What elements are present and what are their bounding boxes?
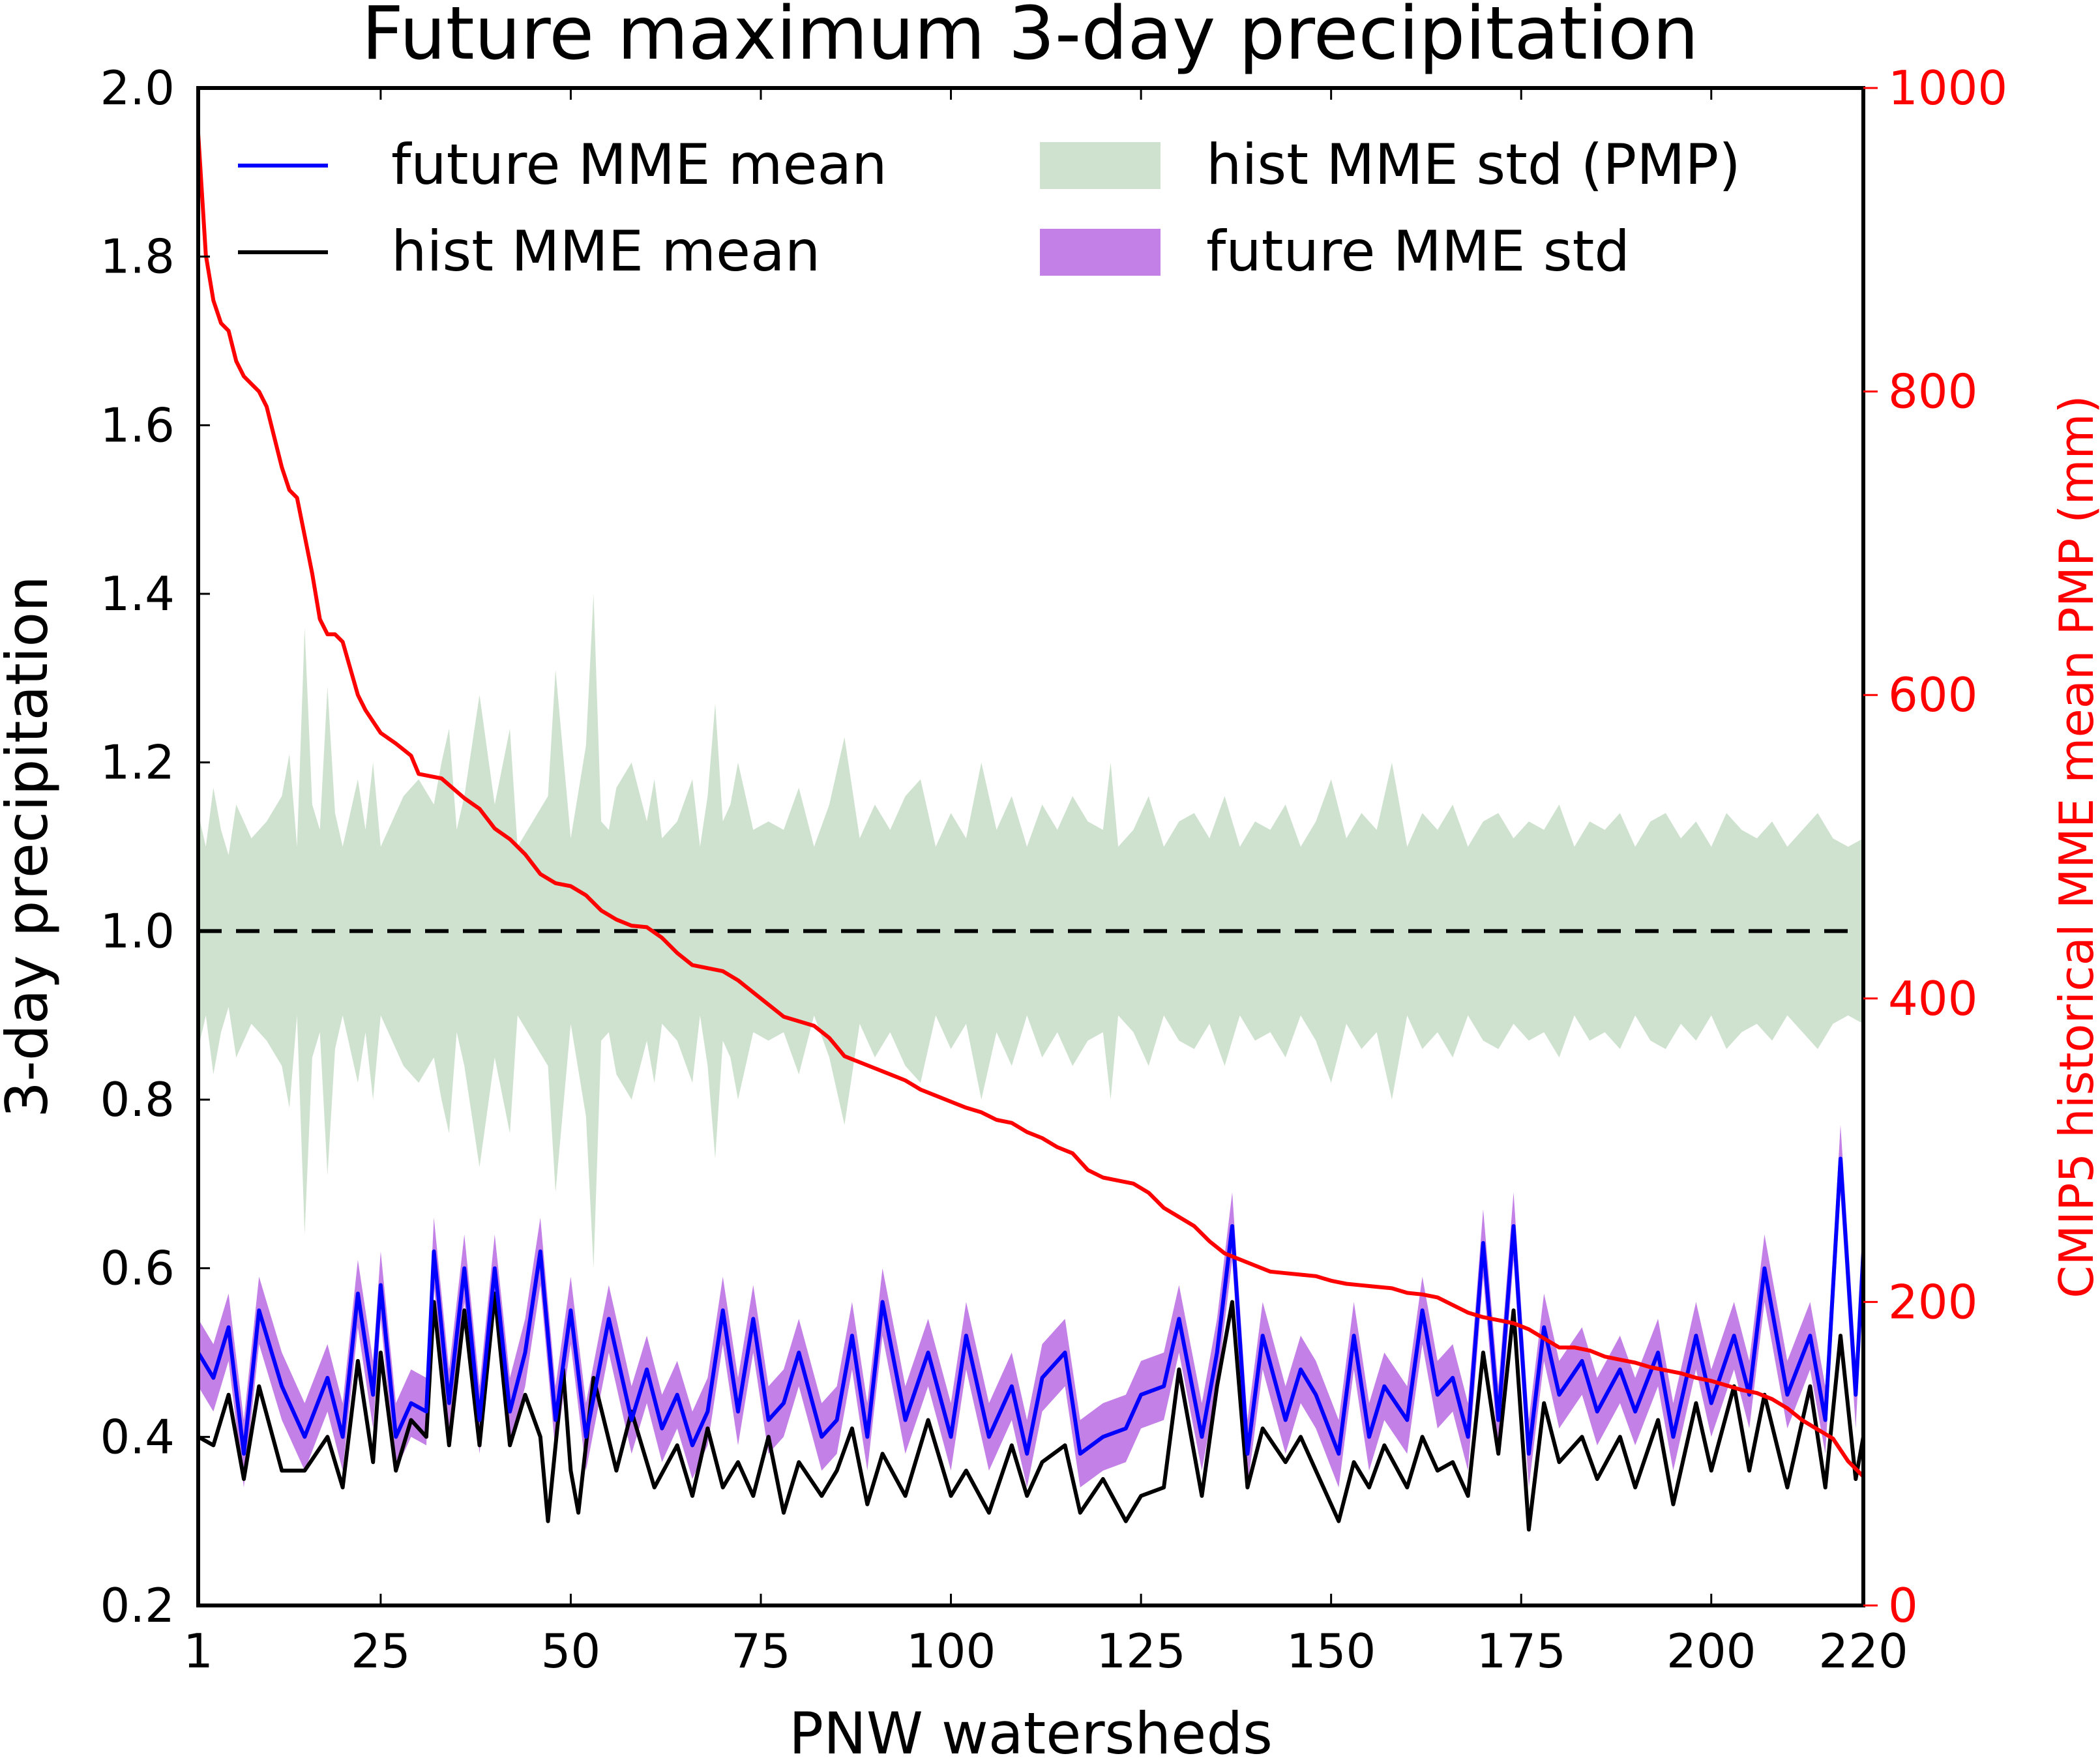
y-right-tick-label: 800	[1888, 364, 1977, 419]
y-tick-label: 2.0	[100, 61, 175, 115]
y-right-tick-label: 1000	[1888, 61, 2007, 115]
y-right-tick-label: 0	[1888, 1578, 1918, 1633]
pmp-line	[196, 133, 1865, 1478]
legend-label: hist MME std (PMP)	[1206, 132, 1741, 198]
y-tick-label: 0.6	[100, 1241, 175, 1296]
y-tick-label: 1.2	[100, 735, 175, 790]
x-tick-label: 125	[1096, 1624, 1185, 1678]
y-right-tick-label: 400	[1888, 971, 1977, 1026]
legend-label: future MME std	[1206, 219, 1630, 284]
y-tick-label: 1.6	[100, 398, 175, 452]
legend-label: hist MME mean	[391, 219, 820, 284]
future-std-band	[198, 1124, 1863, 1487]
y-axis-right-label: CMIP5 historical MME mean PMP (mm)	[2049, 395, 2100, 1298]
x-tick-label: 75	[731, 1624, 791, 1678]
x-tick-label: 220	[1818, 1624, 1908, 1678]
y-tick-label: 0.2	[100, 1578, 175, 1633]
future-mean-line	[196, 1156, 1865, 1456]
legend-swatch-patch	[1040, 229, 1161, 276]
y-tick-label: 1.8	[100, 229, 175, 284]
plot-frame	[196, 86, 1865, 1607]
x-tick-label: 175	[1476, 1624, 1565, 1678]
y-tick-label: 0.8	[100, 1072, 175, 1127]
legend-swatch-patch	[1040, 142, 1161, 189]
x-tick-label: 25	[351, 1624, 411, 1678]
chart-title: Future maximum 3-day precipitation	[361, 0, 1698, 76]
y-right-tick-label: 600	[1888, 667, 1977, 722]
y-axis-label: 3-day precipitation	[0, 576, 61, 1118]
x-tick-label: 1	[183, 1624, 213, 1678]
x-tick-label: 50	[541, 1624, 601, 1678]
y-right-tick-label: 200	[1888, 1274, 1977, 1329]
axis-ticks: 1 25 50 75 100 125 150 175 200 2200.20.40.60.81.0…	[100, 61, 2007, 1678]
y-tick-label: 1.4	[100, 566, 175, 621]
legend: future MME mean hist MME mean hist MME std…	[238, 132, 1741, 284]
x-tick-label: 150	[1286, 1624, 1376, 1678]
y-tick-label: 1.0	[100, 903, 175, 958]
x-axis-label: PNW watersheds	[789, 1700, 1273, 1758]
plot-area	[196, 133, 1865, 1532]
hist-mean-line	[197, 1291, 1865, 1532]
y-tick-label: 0.4	[100, 1409, 175, 1464]
x-tick-label: 100	[906, 1624, 996, 1678]
legend-label: future MME mean	[391, 132, 887, 198]
x-tick-label: 200	[1666, 1624, 1756, 1678]
